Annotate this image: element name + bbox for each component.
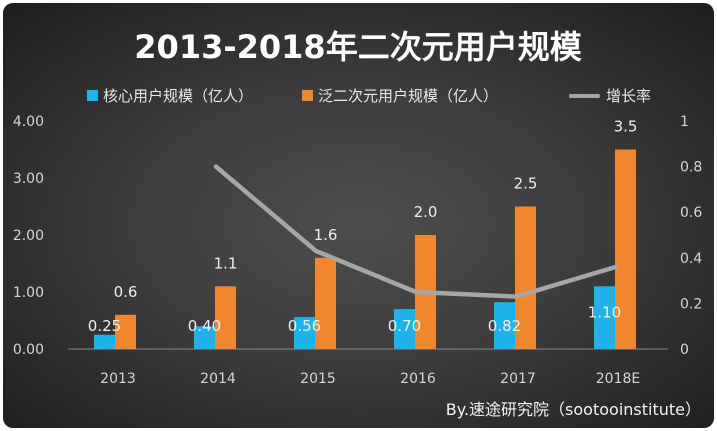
- x-tick-label-2016: 2016: [400, 371, 436, 387]
- bar-pan-users-2018e: [615, 149, 636, 349]
- legend-label-core-users: 核心用户规模（亿人）: [103, 87, 253, 105]
- value-label-core-users-2013: 0.25: [88, 317, 121, 335]
- legend: 核心用户规模（亿人） 泛二次元用户规模（亿人） 增长率: [87, 87, 651, 105]
- growth-rate-series: [213, 164, 619, 299]
- y-left-tick-label: 1.00: [13, 285, 44, 301]
- legend-marker-pan-users: [302, 90, 313, 101]
- value-label-pan-users-2013: 0.6: [114, 283, 138, 301]
- value-label-pan-users-2018e: 3.5: [614, 118, 638, 136]
- legend-item-growth-rate: 增长率: [569, 87, 651, 105]
- chart-panel: [3, 3, 714, 428]
- x-tick-label-2018e: 2018E: [596, 371, 640, 387]
- bar-pan-users-2015: [315, 257, 336, 349]
- y-right-tick-label: 1: [680, 114, 689, 130]
- value-label-core-users-2018e: 1.10: [588, 303, 621, 321]
- bars: [94, 149, 636, 349]
- x-tick-label-2014: 2014: [200, 371, 236, 387]
- y-right-tick-label: 0.2: [680, 296, 702, 312]
- value-label-core-users-2016: 0.70: [388, 317, 421, 335]
- value-label-core-users-2015: 0.56: [288, 317, 321, 335]
- value-label-pan-users-2014: 1.1: [214, 254, 238, 272]
- legend-label-growth-rate: 增长率: [606, 87, 651, 105]
- chart-title: 2013-2018年二次元用户规模: [134, 28, 581, 66]
- value-label-core-users-2017: 0.82: [488, 317, 521, 335]
- bar-core-users-2018e: [594, 286, 615, 349]
- growth-rate-line: [213, 164, 619, 299]
- value-label-pan-users-2017: 2.5: [514, 175, 538, 193]
- value-label-core-users-2014: 0.40: [188, 317, 221, 335]
- bar-pan-users-2017: [515, 206, 536, 349]
- y-left-tick-label: 0.00: [13, 342, 44, 358]
- source-credit: By.速途研究院（sootooinstitute）: [446, 400, 701, 419]
- value-label-pan-users-2015: 1.6: [314, 226, 338, 244]
- x-axis: 2013 2014 2015 2016 2017 2018E: [68, 348, 668, 387]
- legend-item-pan-users: 泛二次元用户规模（亿人）: [302, 87, 498, 105]
- y-axis-left: 0.00 1.00 2.00 3.00 4.00: [13, 114, 44, 358]
- bar-core-users-2017: [494, 302, 515, 349]
- x-tick-label-2017: 2017: [500, 371, 536, 387]
- legend-item-core-users: 核心用户规模（亿人）: [87, 87, 253, 105]
- bar-pan-users-2014: [215, 286, 236, 349]
- y-left-tick-label: 2.00: [13, 228, 44, 244]
- y-axis-right: 0 0.2 0.4 0.6 0.8 1: [680, 114, 702, 358]
- y-right-tick-label: 0.6: [680, 205, 702, 221]
- y-right-tick-label: 0.4: [680, 251, 702, 267]
- bar-core-users-2014: [194, 326, 215, 349]
- y-left-tick-label: 3.00: [13, 171, 44, 187]
- bar-core-users-2016: [394, 309, 415, 349]
- legend-marker-core-users: [87, 90, 98, 101]
- y-left-tick-label: 4.00: [13, 114, 44, 130]
- bar-pan-users-2013: [115, 314, 136, 349]
- bar-core-users-2015: [294, 317, 315, 349]
- bar-core-users-2013: [94, 334, 115, 349]
- x-tick-label-2015: 2015: [300, 371, 336, 387]
- value-label-pan-users-2016: 2.0: [414, 203, 438, 221]
- value-labels: 0.25 0.40 0.56 0.70 0.82 1.10 0.6 1.1 1.6 2.0 2.5 3…: [88, 118, 638, 336]
- legend-label-pan-users: 泛二次元用户规模（亿人）: [318, 87, 498, 105]
- y-right-tick-label: 0.8: [680, 160, 702, 176]
- y-right-tick-label: 0: [680, 342, 689, 358]
- x-tick-label-2013: 2013: [100, 371, 136, 387]
